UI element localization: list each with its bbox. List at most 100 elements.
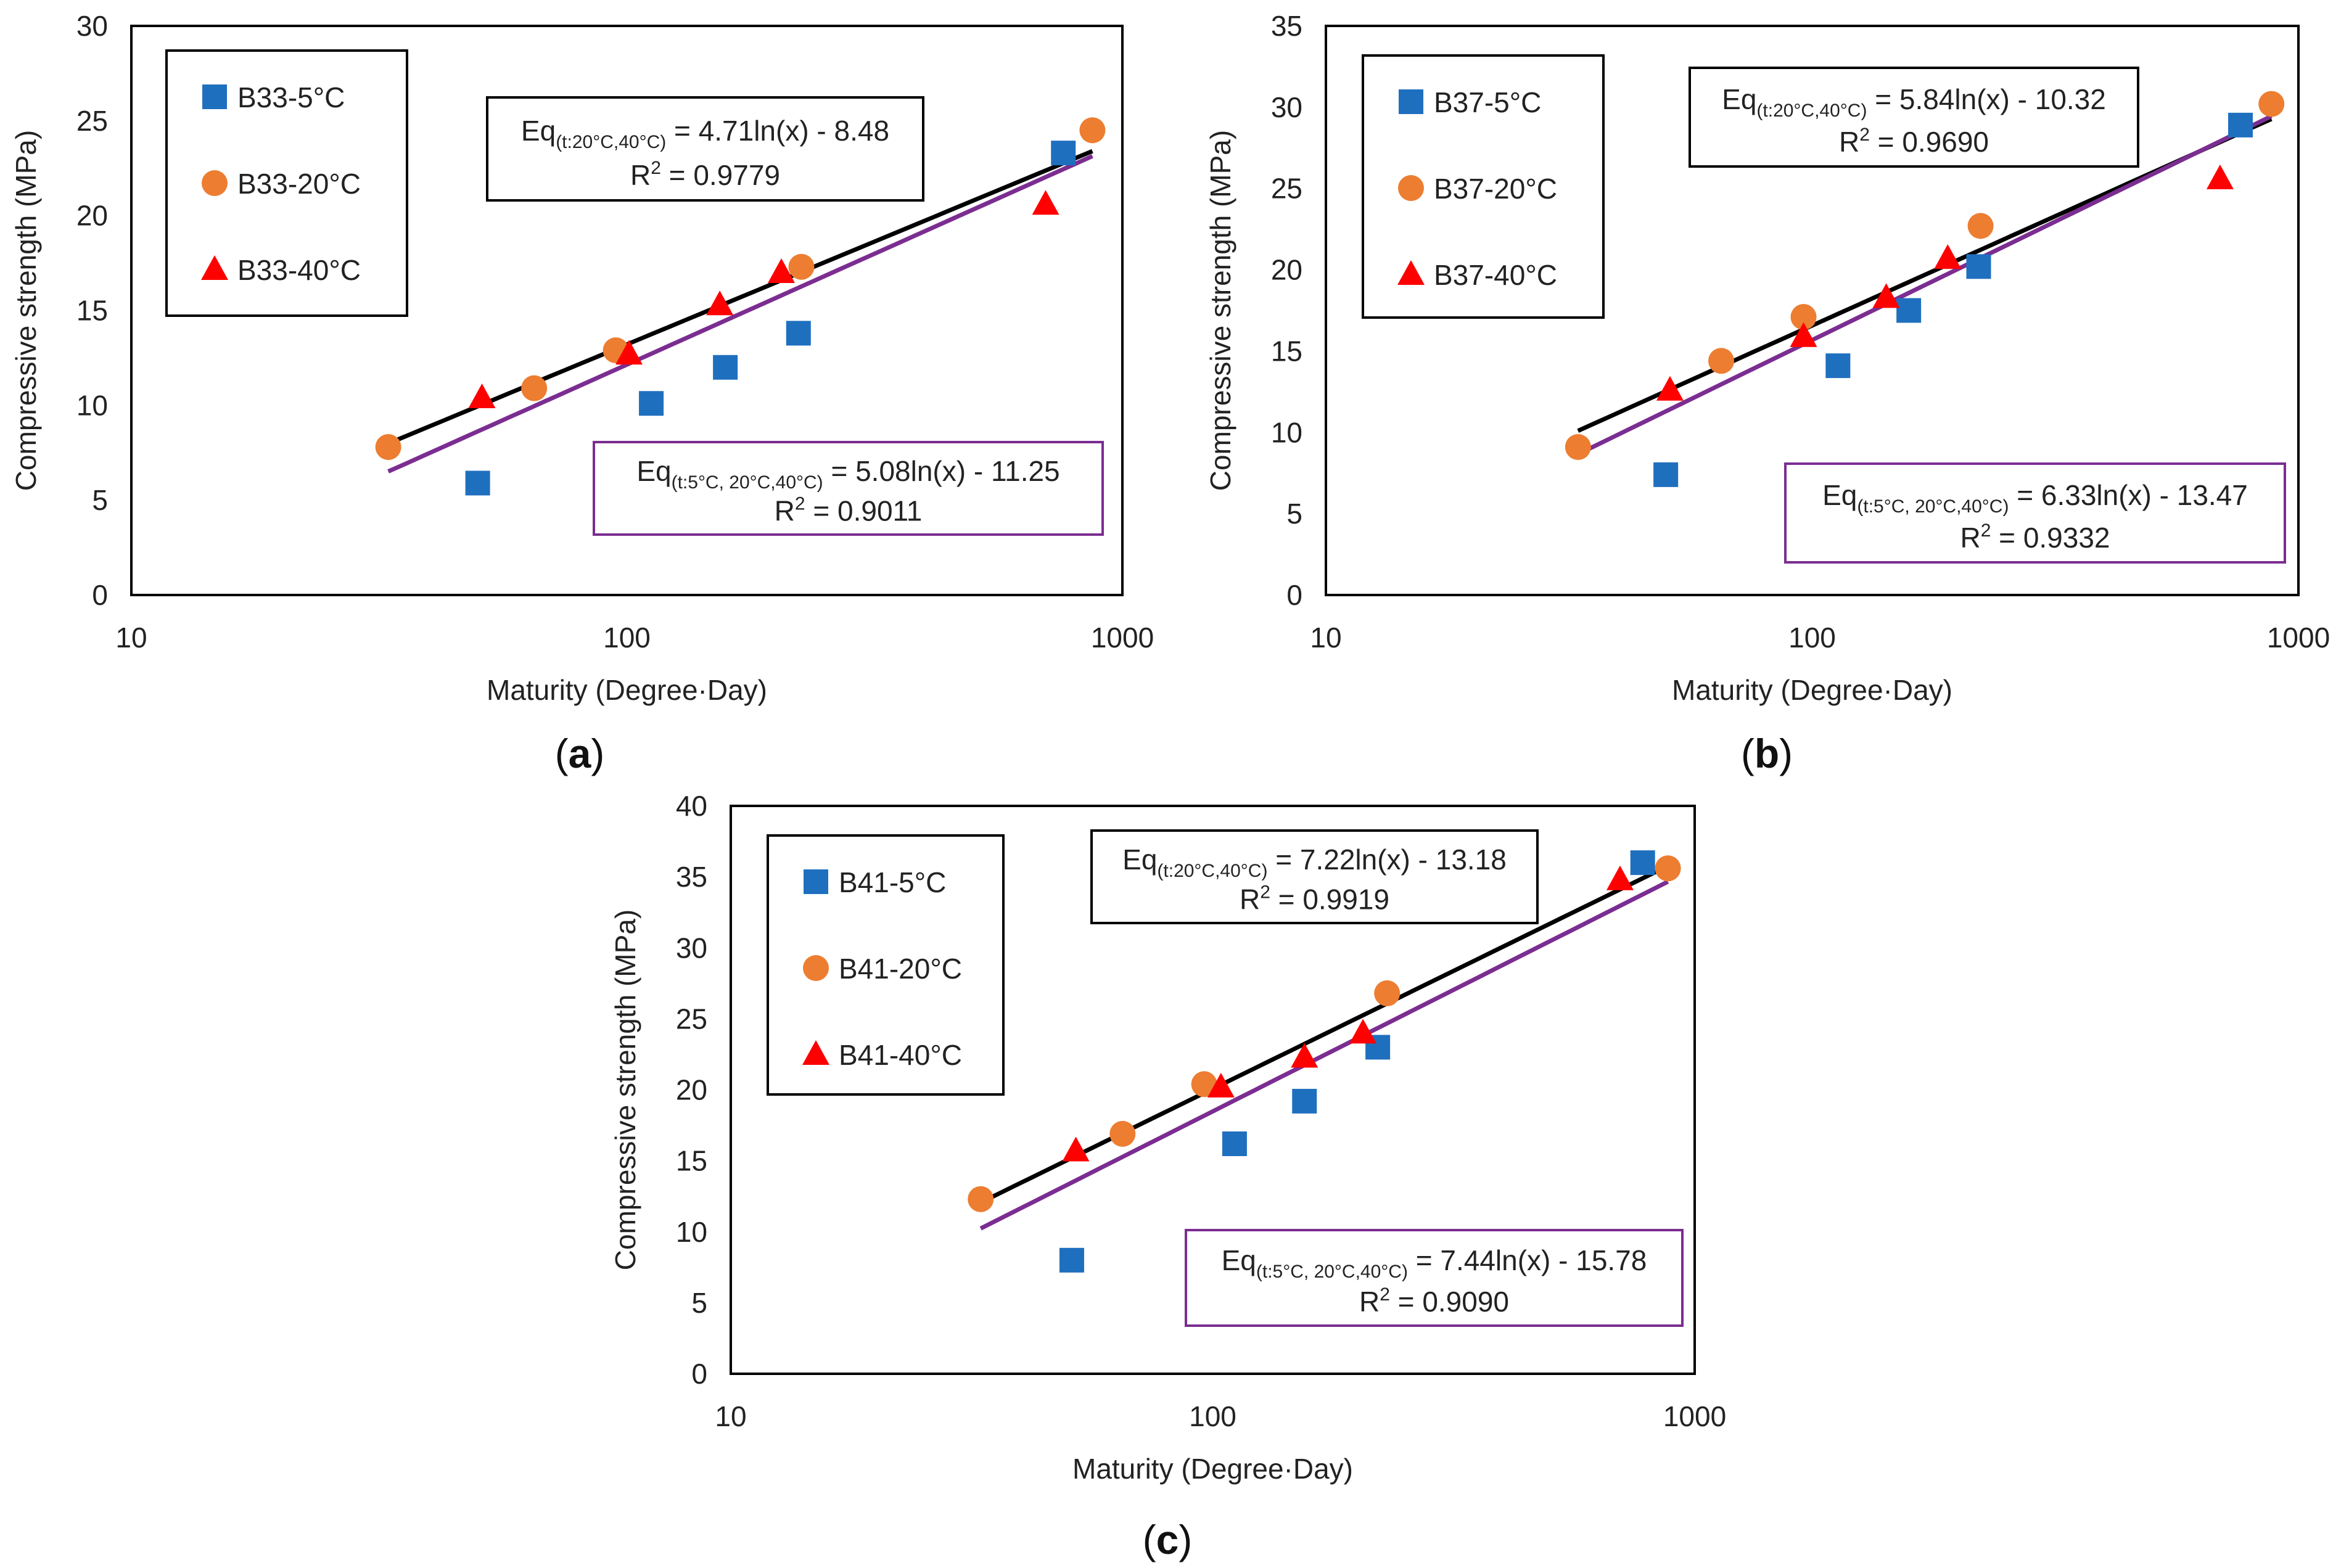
legend-marker-triangle bbox=[802, 1040, 829, 1065]
y-tick-label: 0 bbox=[691, 1358, 707, 1390]
data-point-circle bbox=[1079, 117, 1106, 144]
legend-label: B41-40°C bbox=[839, 1039, 962, 1071]
data-point-triangle bbox=[1934, 244, 1962, 269]
equation-box-top-frame bbox=[486, 96, 924, 202]
data-point-triangle bbox=[1207, 1072, 1235, 1098]
x-tick-label: 100 bbox=[603, 622, 651, 654]
data-point-square bbox=[1966, 254, 1991, 279]
panel-label: (c) bbox=[1143, 1517, 1193, 1562]
data-point-square bbox=[713, 355, 738, 380]
y-tick-label: 30 bbox=[76, 10, 108, 42]
data-point-triangle bbox=[468, 384, 496, 409]
equation-box-top: Eq(t:20°C,40°C) = 5.84ln(x) - 10.32 R2 = … bbox=[1689, 67, 2139, 168]
trendline-fit-5-20-40 bbox=[387, 154, 1093, 474]
equation-box-bottom-equation: Eq(t:5°C, 20°C,40°C) = 7.44ln(x) - 15.78 bbox=[1222, 1244, 1647, 1282]
legend-marker-square bbox=[202, 84, 227, 109]
legend: B33-5°C B33-20°C B33-40°C bbox=[165, 49, 408, 317]
data-point-triangle bbox=[1291, 1043, 1318, 1068]
y-tick-label: 20 bbox=[676, 1074, 707, 1106]
data-point-square bbox=[465, 470, 490, 496]
legend-marker-triangle bbox=[201, 255, 228, 280]
trendline-fit-5-20-40 bbox=[1577, 114, 2273, 456]
y-tick-label: 25 bbox=[676, 1003, 707, 1035]
legend-marker-square bbox=[1399, 89, 1423, 114]
data-point-square bbox=[1896, 298, 1922, 323]
data-point-triangle bbox=[1606, 865, 1634, 890]
data-point-circle bbox=[2258, 91, 2285, 117]
equation-box-top-frame bbox=[1689, 67, 2139, 168]
legend-marker-circle bbox=[803, 955, 829, 981]
trendline-fit-20-40 bbox=[979, 864, 1669, 1205]
legend-label: B33-20°C bbox=[237, 168, 361, 200]
y-tick-label: 25 bbox=[1271, 173, 1302, 205]
legend-label: B37-40°C bbox=[1434, 259, 1557, 291]
x-tick-label: 10 bbox=[1310, 622, 1341, 654]
trendline-fit-20-40 bbox=[387, 149, 1093, 446]
y-tick-label: 0 bbox=[92, 579, 108, 611]
y-tick-label: 5 bbox=[691, 1287, 707, 1319]
legend: B41-5°C B41-20°C B41-40°C bbox=[767, 834, 1005, 1096]
y-tick-label: 15 bbox=[1271, 335, 1302, 367]
legend-marker-circle bbox=[202, 170, 228, 196]
data-point-triangle bbox=[706, 290, 734, 316]
data-point-square bbox=[2228, 112, 2253, 138]
x-tick-label: 100 bbox=[1189, 1400, 1236, 1432]
equation-box-bottom: Eq(t:5°C, 20°C,40°C) = 7.44ln(x) - 15.78… bbox=[1185, 1229, 1684, 1327]
y-axis-title: Compressive strength (MPa) bbox=[10, 130, 42, 491]
data-point-triangle bbox=[1790, 322, 1817, 347]
x-tick-label: 1000 bbox=[1091, 622, 1154, 654]
legend-label: B37-20°C bbox=[1434, 173, 1557, 205]
legend-marker-square bbox=[804, 869, 828, 894]
y-tick-label: 5 bbox=[92, 484, 108, 516]
x-tick-label: 1000 bbox=[1663, 1400, 1726, 1432]
x-axis-title: Maturity (Degree·Day) bbox=[1672, 674, 1952, 706]
data-point-circle bbox=[788, 253, 815, 280]
x-axis-title: Maturity (Degree·Day) bbox=[1072, 1453, 1353, 1485]
chart-panel-c: 0 5 10 15 20 25 30 35 40 10 100 1000 Maturity (Degre… bbox=[609, 790, 1726, 1562]
equation-box-top-r2: R2 = 0.9779 bbox=[630, 158, 780, 191]
data-point-circle bbox=[1191, 1071, 1217, 1098]
equation-box-bottom-r2: R2 = 0.9090 bbox=[1359, 1284, 1509, 1318]
data-point-triangle bbox=[1062, 1136, 1090, 1162]
equation-box-top-equation: Eq(t:20°C,40°C) = 4.71ln(x) - 8.48 bbox=[521, 115, 889, 152]
y-axis-title: Compressive strength (MPa) bbox=[1204, 130, 1236, 491]
y-tick-label: 35 bbox=[676, 861, 707, 893]
legend-label: B41-20°C bbox=[839, 953, 962, 985]
chart-panel-b: 0 5 10 15 20 25 30 35 10 100 1000 Maturity (Degree·… bbox=[1204, 10, 2330, 776]
equation-box-bottom: Eq(t:5°C, 20°C,40°C) = 5.08ln(x) - 11.25… bbox=[593, 441, 1104, 536]
y-tick-label: 30 bbox=[676, 932, 707, 964]
equation-box-bottom-equation: Eq(t:5°C, 20°C,40°C) = 6.33ln(x) - 13.47 bbox=[1822, 479, 2248, 517]
x-tick-label: 100 bbox=[1788, 622, 1836, 654]
y-axis-title: Compressive strength (MPa) bbox=[609, 909, 641, 1270]
legend-label: B41-5°C bbox=[839, 866, 946, 898]
data-point-square bbox=[1051, 141, 1076, 166]
data-point-circle bbox=[1708, 348, 1734, 374]
equation-box-bottom-equation: Eq(t:5°C, 20°C,40°C) = 5.08ln(x) - 11.25 bbox=[636, 455, 1059, 493]
legend-marker-circle bbox=[1398, 175, 1424, 201]
legend-label: B33-40°C bbox=[237, 254, 361, 286]
data-point-circle bbox=[1790, 304, 1817, 330]
y-tick-label: 15 bbox=[76, 295, 108, 327]
data-point-square bbox=[639, 391, 664, 416]
equation-box-bottom-frame bbox=[1185, 1229, 1684, 1327]
data-point-circle bbox=[1565, 434, 1591, 461]
data-point-triangle bbox=[1032, 190, 1059, 215]
data-point-circle bbox=[968, 1186, 994, 1212]
legend-marker-triangle bbox=[1397, 260, 1425, 285]
data-point-square bbox=[1222, 1131, 1247, 1156]
legend-label: B37-5°C bbox=[1434, 86, 1541, 118]
data-point-square bbox=[1292, 1088, 1317, 1114]
data-point-circle bbox=[375, 434, 401, 461]
chart-panel-a: 0 5 10 15 20 25 30 10 100 1000 Maturity (Degree·Da… bbox=[10, 10, 1154, 776]
data-point-square bbox=[1059, 1247, 1084, 1273]
y-tick-label: 0 bbox=[1286, 579, 1302, 611]
equation-box-top: Eq(t:20°C,40°C) = 4.71ln(x) - 8.48 R2 = 0… bbox=[486, 96, 924, 202]
equation-box-bottom: Eq(t:5°C, 20°C,40°C) = 6.33ln(x) - 13.47… bbox=[1784, 462, 2286, 564]
trendline-fit-5-20-40 bbox=[979, 879, 1669, 1231]
equation-box-top-equation: Eq(t:20°C,40°C) = 7.22ln(x) - 13.18 bbox=[1122, 844, 1507, 881]
panel-label: (a) bbox=[555, 731, 605, 776]
y-tick-label: 20 bbox=[76, 200, 108, 232]
y-tick-label: 10 bbox=[1271, 416, 1302, 448]
